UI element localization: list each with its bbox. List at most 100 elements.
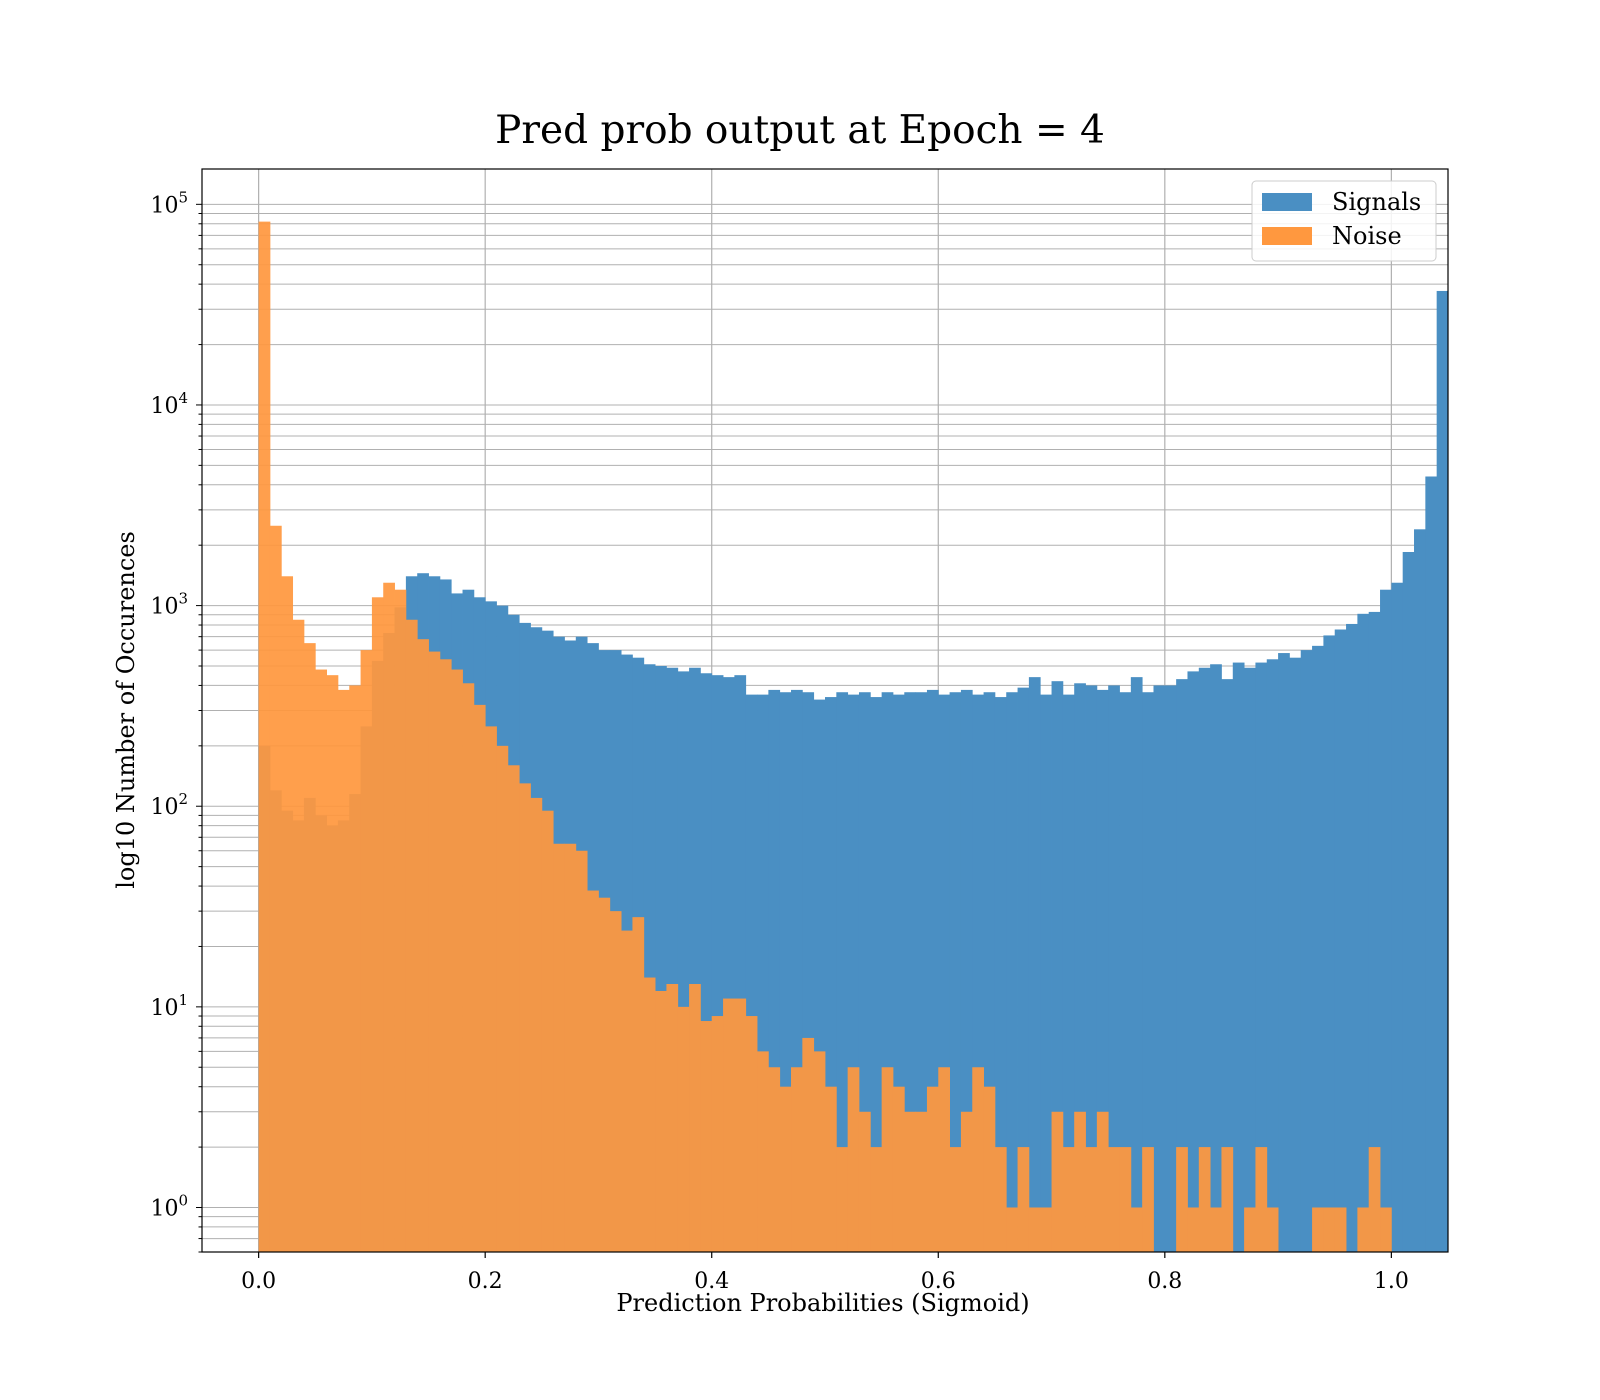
noise-bar [643,977,656,1252]
noise-bar [269,525,282,1252]
noise-bar [960,1111,973,1252]
noise-bar [451,669,463,1252]
legend: Signals Noise [1251,180,1437,262]
noise-bar [473,704,486,1252]
signals-bar [745,694,758,1252]
signals-bar [1244,667,1256,1252]
signals-bar [1198,667,1211,1252]
signals-bar [813,699,826,1252]
signals-bar [666,667,679,1252]
noise-bar [1108,1147,1120,1252]
signals-bar [915,692,928,1252]
noise-bar [292,619,305,1252]
noise-bar [1051,1111,1064,1252]
signals-bar [1142,692,1154,1252]
signals-bar [1414,529,1426,1252]
noise-bar [394,589,407,1252]
axis-ticks: 0.0 0.2 0.4 0.6 0.8 1.0 100 101 102 103 104 105 [150,188,1408,1294]
signals-bar [1096,689,1109,1252]
signals-bar [791,689,803,1252]
signals-bar [1119,692,1132,1252]
noise-bar [904,1111,917,1252]
noise-bar [915,1111,928,1252]
noise-bar [371,597,384,1252]
x-tick-label: 0.6 [921,1269,956,1294]
x-tick-label: 1.0 [1374,1269,1409,1294]
noise-bar [360,650,373,1252]
noise-bar [779,1086,792,1252]
signals-bar [1074,683,1086,1252]
signals-bar [1221,679,1234,1252]
signals-bar [1062,694,1075,1252]
signals-bar [655,665,667,1252]
noise-bar [609,911,622,1252]
signals-bar [1040,694,1052,1252]
signals-bar [825,697,837,1252]
signals-bar [1300,650,1313,1252]
signals-bar [1266,659,1279,1252]
noise-bar [1210,1207,1222,1252]
histogram-bars [258,221,1449,1253]
noise-bar [383,582,395,1252]
noise-bar [1198,1147,1211,1252]
noise-bar [1040,1207,1052,1252]
signals-bar [938,694,950,1252]
noise-bar [1017,1147,1030,1252]
noise-bar [700,1021,713,1252]
noise-bar [1368,1147,1381,1252]
signals-bar [779,692,792,1252]
chart-title: Pred prob output at Epoch = 4 [495,108,1105,153]
noise-bar [1187,1207,1200,1252]
signals-bar [723,677,735,1252]
noise-bar [1357,1207,1370,1252]
noise-bar [1255,1147,1268,1252]
noise-bar [1312,1207,1324,1252]
series-noise [258,221,1392,1253]
signals-bar [768,689,781,1252]
noise-bar [326,675,339,1252]
noise-bar [598,897,611,1252]
noise-bar [666,983,679,1252]
signals-bar [1017,687,1030,1252]
signals-bar [949,692,962,1252]
noise-bar [258,221,271,1253]
signals-bar [1391,582,1404,1252]
noise-bar [836,1147,849,1252]
noise-bar [507,765,520,1252]
x-tick-label: 0.0 [241,1269,276,1294]
legend-swatch-noise [1262,227,1312,245]
noise-bar [813,1051,826,1252]
noise-bar [949,1147,962,1252]
noise-bar [757,1051,769,1252]
noise-bar [1380,1207,1392,1252]
y-tick-label: 105 [150,188,188,218]
noise-bar [587,890,599,1252]
noise-bar [1119,1147,1132,1252]
noise-bar [1096,1111,1109,1252]
signals-bar [700,673,713,1252]
signals-bar [926,689,939,1252]
signals-bar [1255,662,1268,1252]
signals-bar [858,692,871,1252]
plot-frame [201,168,1449,1253]
signals-bar [757,694,769,1252]
noise-bar [1085,1147,1098,1252]
signals-bar [802,692,815,1252]
y-tick-label: 101 [150,991,188,1021]
noise-bar [734,998,747,1252]
noise-bar [303,643,316,1252]
signals-bar [1164,685,1177,1252]
signals-bar [1323,635,1336,1252]
noise-bar [983,1086,996,1252]
signals-bar [881,692,894,1252]
signals-bar [711,675,724,1252]
noise-bar [858,1111,871,1252]
noise-bar [802,1037,815,1252]
signals-bar [1028,677,1041,1252]
noise-bar [530,797,543,1252]
signals-bar [1436,290,1449,1252]
x-axis-label: Prediction Probabilities (Sigmoid) [616,1289,1029,1317]
x-tick-label: 0.8 [1147,1269,1182,1294]
noise-bar [1266,1207,1279,1252]
